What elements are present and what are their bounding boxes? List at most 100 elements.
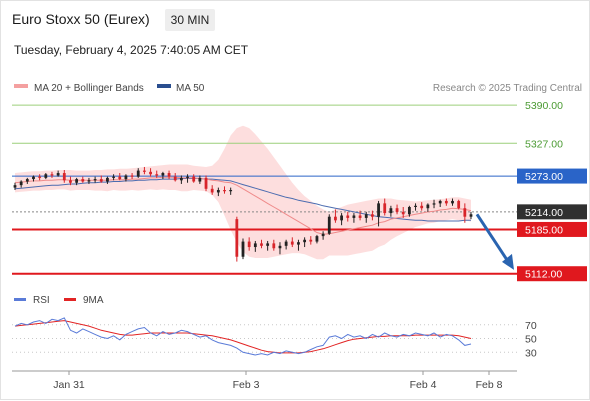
candle-body bbox=[99, 179, 103, 182]
candle-body bbox=[112, 176, 115, 178]
current-label: 5214.00 bbox=[525, 207, 563, 219]
candle-body bbox=[223, 190, 226, 192]
candle-body bbox=[75, 179, 79, 183]
candle-body bbox=[297, 242, 300, 245]
candle-body bbox=[173, 176, 177, 181]
candle-body bbox=[198, 177, 202, 182]
candle-body bbox=[469, 214, 473, 217]
candle-body bbox=[149, 171, 152, 175]
candle-body bbox=[444, 200, 448, 204]
candlesticks bbox=[13, 166, 473, 262]
support-2-label: 5112.00 bbox=[525, 269, 562, 281]
candle-body bbox=[19, 181, 23, 186]
timeframe-badge[interactable]: 30 MIN bbox=[165, 9, 215, 31]
moving-averages bbox=[14, 176, 472, 235]
candle-body bbox=[130, 175, 134, 177]
rsi-tick-label: 50 bbox=[525, 334, 537, 346]
candle-body bbox=[327, 216, 331, 234]
level-labels: 5390.00 5327.00 5273.00 5214.00 5185.00 5112.… bbox=[517, 100, 587, 282]
bollinger-fill bbox=[15, 125, 471, 260]
resistance-2-label: 5390.00 bbox=[525, 100, 563, 112]
rsi-tick-label: 30 bbox=[525, 347, 537, 359]
candle-body bbox=[118, 176, 122, 180]
candle-body bbox=[260, 243, 263, 246]
candle-body bbox=[192, 176, 196, 182]
forecast-arrow-head bbox=[502, 253, 514, 270]
x-tick-label: Feb 3 bbox=[233, 379, 260, 391]
candle-body bbox=[167, 173, 171, 177]
candle-body bbox=[383, 203, 387, 214]
candle-body bbox=[69, 180, 72, 183]
candle-body bbox=[247, 241, 251, 248]
candle-body bbox=[241, 241, 245, 257]
support-1-label-box bbox=[517, 221, 587, 237]
candle-body bbox=[438, 200, 442, 204]
ma20-legend-swatch bbox=[14, 84, 28, 88]
candle-body bbox=[186, 176, 189, 178]
candle-body bbox=[432, 203, 436, 205]
credit-text: Research © 2025 Trading Central bbox=[433, 83, 582, 94]
resistance-1-label: 5327.00 bbox=[525, 138, 563, 150]
candle-body bbox=[106, 177, 109, 182]
candle-body bbox=[451, 200, 454, 204]
candle-body bbox=[414, 205, 417, 207]
candle-body bbox=[253, 243, 257, 248]
candle-body bbox=[204, 177, 208, 189]
candle-body bbox=[303, 239, 307, 243]
x-axis: Jan 31 Feb 3 Feb 4 Feb 8 bbox=[53, 371, 503, 391]
candle-body bbox=[358, 215, 362, 218]
pivot-label: 5273.00 bbox=[525, 171, 563, 183]
candle-body bbox=[389, 208, 393, 214]
candle-body bbox=[463, 208, 467, 217]
candle-body bbox=[284, 241, 288, 246]
candle-body bbox=[62, 173, 66, 181]
candle-body bbox=[352, 215, 356, 218]
current-label-box bbox=[517, 204, 587, 220]
candle-body bbox=[229, 190, 233, 192]
forecast-arrow bbox=[475, 213, 514, 270]
support-2-label-box bbox=[517, 266, 587, 282]
candle-body bbox=[321, 233, 325, 237]
x-tick-label: Feb 4 bbox=[410, 379, 437, 391]
x-tick-label: Jan 31 bbox=[53, 379, 85, 391]
rsi-ma-line bbox=[14, 320, 472, 354]
candle-body bbox=[364, 214, 368, 218]
candle-body bbox=[278, 245, 282, 249]
rsi-tick-label: 70 bbox=[525, 320, 537, 332]
pivot-label-box bbox=[517, 168, 587, 184]
price-levels bbox=[12, 104, 517, 275]
candle-body bbox=[143, 170, 146, 172]
candle-body bbox=[377, 203, 380, 217]
candle-body bbox=[38, 176, 42, 178]
support-1-label: 5185.00 bbox=[525, 224, 563, 236]
candle-body bbox=[32, 176, 35, 180]
ma20-line bbox=[14, 176, 472, 235]
candle-body bbox=[179, 177, 183, 181]
candle-body bbox=[315, 236, 319, 242]
candle-body bbox=[161, 173, 165, 176]
candle-body bbox=[272, 243, 276, 249]
rsi-legend-label: RSI bbox=[33, 295, 50, 306]
candle-body bbox=[407, 207, 411, 215]
bollinger-bands bbox=[15, 125, 471, 260]
ma50-legend-label: MA 50 bbox=[176, 83, 205, 94]
candle-body bbox=[81, 179, 85, 182]
candle-body bbox=[124, 175, 128, 180]
rsi-ma-legend-label: 9MA bbox=[83, 295, 104, 306]
candle-body bbox=[210, 188, 214, 193]
x-tick-label: Feb 8 bbox=[476, 379, 503, 391]
candle-body bbox=[87, 180, 91, 182]
rsi-ma-legend-swatch bbox=[64, 298, 76, 301]
forecast-arrow-shaft bbox=[475, 213, 509, 261]
candle-body bbox=[457, 200, 461, 209]
candle-body bbox=[216, 190, 220, 193]
candle-body bbox=[25, 179, 29, 182]
candle-body bbox=[155, 174, 159, 176]
candle-body bbox=[56, 173, 60, 176]
candle-body bbox=[309, 239, 313, 242]
instrument-title: Euro Stoxx 50 (Eurex) bbox=[12, 11, 150, 27]
candle-body bbox=[93, 179, 97, 181]
